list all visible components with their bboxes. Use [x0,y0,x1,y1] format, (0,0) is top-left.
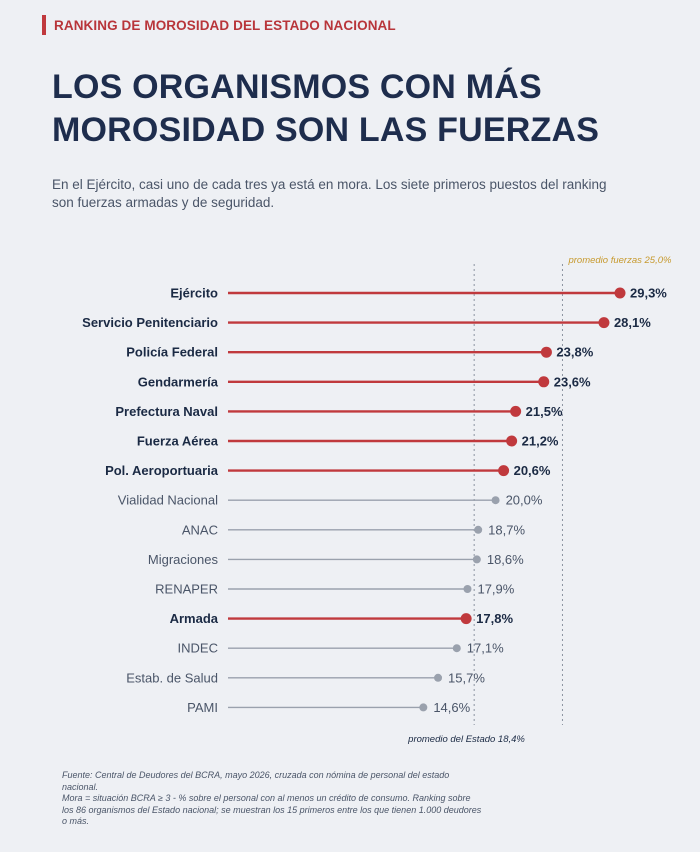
value-label: 18,6% [487,552,524,567]
value-label: 29,3% [630,286,667,301]
value-label: 21,5% [526,404,563,419]
category-label: Gendarmería [138,374,219,389]
chart-title: LOS ORGANISMOS CON MÁS MOROSIDAD SON LAS… [52,68,600,149]
reference-line-label: promedio fuerzas 25,0% [567,255,672,266]
kicker-accent-bar [42,15,46,35]
data-point [472,555,481,564]
footnote: Fuente: Central de Deudores del BCRA, ma… [62,770,482,828]
footnote-method: Mora = situación BCRA ≥ 3 - % sobre el p… [62,793,482,826]
reference-line-label: promedio del Estado 18,4% [407,734,525,745]
category-label: Policía Federal [126,345,218,360]
data-point [510,405,522,417]
category-label: RENAPER [155,582,218,597]
category-label: Estab. de Salud [126,670,218,685]
category-label: Pol. Aeroportuaria [105,463,219,478]
data-point [540,346,552,358]
category-label: Migraciones [148,552,219,567]
data-point [506,435,518,447]
value-label: 28,1% [614,315,651,330]
category-label: Vialidad Nacional [118,493,218,508]
value-label: 17,1% [467,641,504,656]
kicker-label: RANKING DE MOROSIDAD DEL ESTADO NACIONAL [54,17,396,33]
kicker: RANKING DE MOROSIDAD DEL ESTADO NACIONAL [42,15,396,35]
data-point [434,673,443,682]
data-point [614,287,626,299]
value-label: 17,8% [476,611,513,626]
data-point [538,376,550,388]
value-label: 20,6% [514,463,551,478]
category-label: Ejército [170,286,218,301]
chart-subtitle: En el Ejército, casi uno de cada tres ya… [52,177,607,210]
value-label: 17,9% [477,582,514,597]
lollipop-chart: promedio fuerzas 25,0% promedio del Estad… [82,255,672,745]
footnote-source: Fuente: Central de Deudores del BCRA, ma… [62,770,450,792]
value-label: 23,6% [554,374,591,389]
category-label: Armada [170,611,219,626]
value-label: 23,8% [556,345,593,360]
data-point [419,703,428,712]
data-point [452,644,461,653]
data-point [498,465,510,477]
category-label: ANAC [182,522,218,537]
category-label: Prefectura Naval [115,404,218,419]
category-label: Fuerza Aérea [137,434,219,449]
value-label: 20,0% [506,493,543,508]
value-label: 15,7% [448,670,485,685]
data-point [491,496,500,505]
data-point [474,525,483,534]
category-label: PAMI [187,700,218,715]
value-label: 21,2% [522,434,559,449]
data-point [463,585,472,593]
data-point [460,613,472,625]
data-point [598,317,610,329]
value-label: 18,7% [488,522,525,537]
category-label: Servicio Penitenciario [82,315,218,330]
category-label: INDEC [178,641,218,656]
value-label: 14,6% [433,700,470,715]
